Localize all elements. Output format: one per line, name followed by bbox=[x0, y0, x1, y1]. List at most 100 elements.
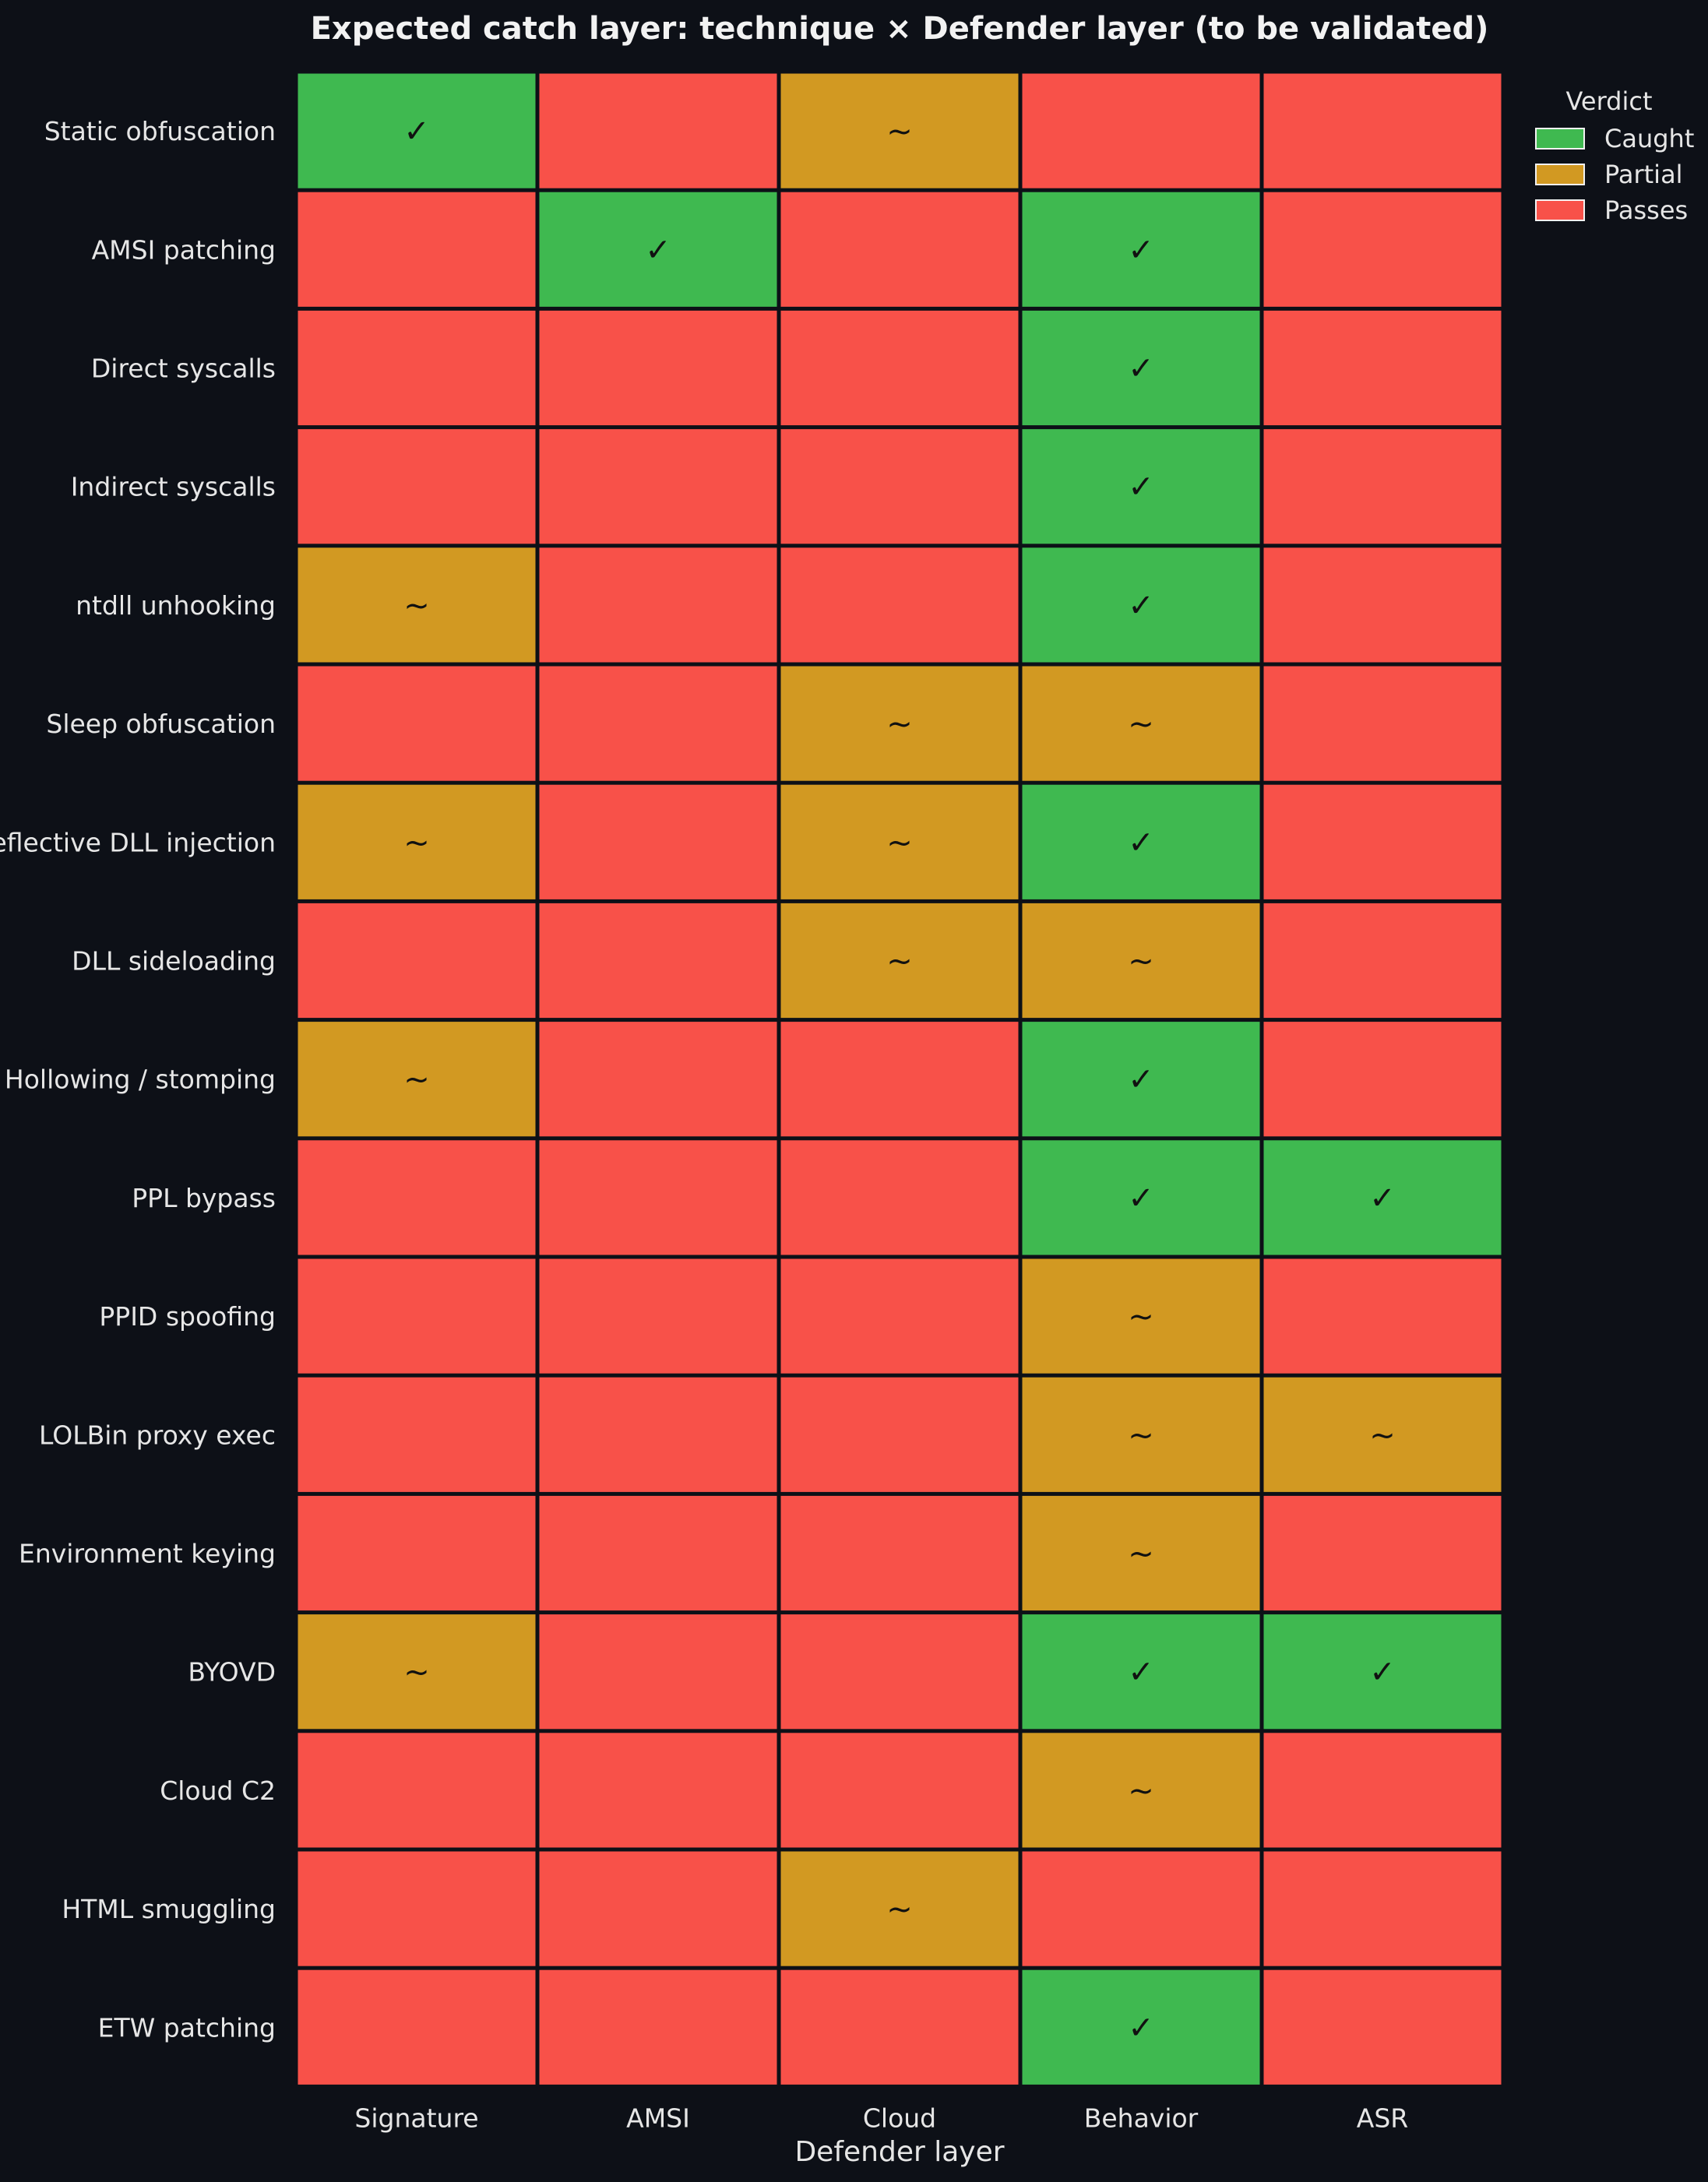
heatmap-cell bbox=[539, 1022, 777, 1137]
heatmap-cell bbox=[539, 1851, 777, 1966]
heatmap-cell bbox=[298, 1140, 536, 1255]
partial-mark: ~ bbox=[1128, 1417, 1154, 1453]
heatmap-cells: ✓ ~ ✓ ✓ ✓ ✓ ~ ✓ ~ ~ ~ ~ ✓ ~ ~ ~ ✓ ✓ ✓ ~ ~ ~ ~ ~ ✓ ✓ ~ ~ ✓ bbox=[298, 73, 1502, 2085]
column-label: AMSI bbox=[626, 2103, 690, 2133]
heatmap-cell bbox=[1263, 1022, 1502, 1137]
column-label: ASR bbox=[1357, 2103, 1408, 2133]
heatmap-cell bbox=[298, 784, 536, 899]
heatmap-cell bbox=[539, 1258, 777, 1374]
heatmap-cell bbox=[298, 903, 536, 1019]
heatmap-cell bbox=[1263, 547, 1502, 663]
check-mark: ✓ bbox=[1128, 351, 1154, 387]
check-mark: ✓ bbox=[1369, 1181, 1396, 1216]
heatmap-cell bbox=[1263, 666, 1502, 781]
row-label: ntdll unhooking bbox=[76, 590, 276, 621]
row-label: LOLBin proxy exec bbox=[39, 1420, 276, 1450]
heatmap-cell bbox=[539, 73, 777, 188]
check-mark: ✓ bbox=[1128, 825, 1154, 860]
partial-mark: ~ bbox=[403, 1655, 430, 1691]
heatmap-cell bbox=[539, 666, 777, 781]
heatmap-cell bbox=[780, 1495, 1019, 1611]
heatmap-cell bbox=[1022, 784, 1260, 899]
heatmap-cell bbox=[539, 192, 777, 307]
x-axis-label: Defender layer bbox=[794, 2136, 1004, 2168]
heatmap-cell bbox=[780, 784, 1019, 899]
heatmap-cell bbox=[780, 666, 1019, 781]
legend-label: Passes bbox=[1604, 195, 1688, 225]
heatmap-cell bbox=[780, 1851, 1019, 1966]
partial-mark: ~ bbox=[1128, 1299, 1154, 1335]
check-mark: ✓ bbox=[1128, 1062, 1154, 1098]
heatmap-cell bbox=[780, 73, 1019, 188]
heatmap-cell bbox=[1022, 547, 1260, 663]
check-mark: ✓ bbox=[1128, 1181, 1154, 1216]
partial-mark: ~ bbox=[1369, 1417, 1396, 1453]
heatmap-cell bbox=[1263, 1969, 1502, 2085]
check-mark: ✓ bbox=[645, 232, 671, 268]
heatmap-cell bbox=[780, 903, 1019, 1019]
check-mark: ✓ bbox=[1369, 1655, 1396, 1691]
heatmap-cell bbox=[539, 903, 777, 1019]
partial-mark: ~ bbox=[403, 1062, 430, 1098]
partial-mark: ~ bbox=[1128, 1536, 1154, 1572]
row-label: Reflective DLL injection bbox=[0, 827, 276, 857]
heatmap-cell bbox=[539, 1495, 777, 1611]
heatmap-cell bbox=[780, 1969, 1019, 2085]
chart-title: Expected catch layer: technique × Defend… bbox=[311, 11, 1489, 47]
heatmap-cell bbox=[780, 192, 1019, 307]
heatmap-cell bbox=[1263, 192, 1502, 307]
row-label: Hollowing / stomping bbox=[5, 1065, 276, 1095]
partial-mark: ~ bbox=[886, 825, 913, 860]
legend-swatch bbox=[1535, 199, 1585, 221]
heatmap-cell bbox=[1263, 429, 1502, 544]
partial-mark: ~ bbox=[1128, 1773, 1154, 1809]
partial-mark: ~ bbox=[403, 588, 430, 624]
heatmap-cell bbox=[539, 1969, 777, 2085]
row-labels: Static obfuscation AMSI patching Direct sy… bbox=[0, 116, 276, 2043]
check-mark: ✓ bbox=[1128, 588, 1154, 624]
partial-mark: ~ bbox=[403, 825, 430, 860]
heatmap-cell bbox=[298, 1614, 536, 1730]
heatmap-cell bbox=[780, 310, 1019, 426]
row-label: PPL bypass bbox=[132, 1183, 276, 1213]
legend-title: Verdict bbox=[1565, 86, 1652, 116]
heatmap-cell bbox=[539, 1377, 777, 1492]
heatmap-cell bbox=[539, 429, 777, 544]
heatmap-cell bbox=[1022, 1377, 1260, 1492]
row-label: Direct syscalls bbox=[91, 354, 276, 384]
heatmap-cell bbox=[780, 1733, 1019, 1848]
heatmap-cell bbox=[298, 192, 536, 307]
partial-mark: ~ bbox=[886, 706, 913, 742]
heatmap-cell bbox=[298, 429, 536, 544]
row-label: DLL sideloading bbox=[72, 946, 276, 977]
heatmap-cell bbox=[1022, 1969, 1260, 2085]
heatmap-cell bbox=[1263, 1495, 1502, 1611]
check-mark: ✓ bbox=[403, 114, 430, 150]
heatmap-cell bbox=[1022, 1614, 1260, 1730]
heatmap-cell bbox=[1022, 429, 1260, 544]
heatmap-cell bbox=[1263, 310, 1502, 426]
heatmap-cell bbox=[1022, 1733, 1260, 1848]
heatmap-cell bbox=[298, 1733, 536, 1848]
partial-mark: ~ bbox=[886, 944, 913, 980]
row-label: PPID spoofing bbox=[99, 1301, 276, 1332]
heatmap-cell bbox=[298, 310, 536, 426]
row-label: AMSI patching bbox=[92, 234, 276, 265]
column-label: Signature bbox=[354, 2103, 478, 2133]
heatmap-cell bbox=[1022, 1258, 1260, 1374]
heatmap-cell bbox=[1263, 1258, 1502, 1374]
partial-mark: ~ bbox=[886, 114, 913, 150]
check-mark: ✓ bbox=[1128, 470, 1154, 505]
heatmap-cell bbox=[780, 429, 1019, 544]
heatmap-cell bbox=[1263, 1377, 1502, 1492]
heatmap-cell bbox=[780, 1377, 1019, 1492]
heatmap-cell bbox=[539, 1733, 777, 1848]
heatmap-cell bbox=[1263, 1733, 1502, 1848]
row-label: Indirect syscalls bbox=[71, 472, 276, 502]
heatmap-cell bbox=[1022, 192, 1260, 307]
heatmap-cell bbox=[539, 1614, 777, 1730]
row-label: Static obfuscation bbox=[44, 116, 276, 146]
heatmap-cell bbox=[780, 1022, 1019, 1137]
heatmap-cell bbox=[539, 1140, 777, 1255]
